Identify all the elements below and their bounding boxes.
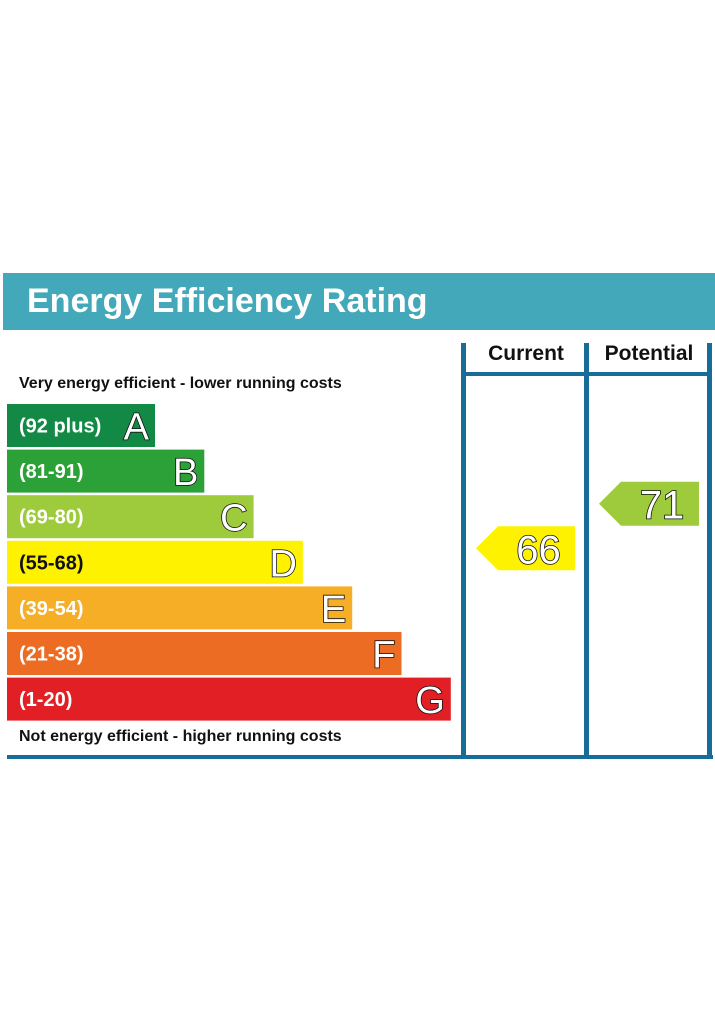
frame-divider-middle: [584, 343, 589, 757]
band-letter-d: D: [269, 543, 296, 585]
frame-divider-right: [707, 343, 712, 757]
frame-header-line: [461, 372, 712, 376]
band-range-f: (21-38): [19, 644, 83, 666]
band-letter-b: B: [173, 452, 198, 494]
potential-rating-value: 71: [640, 484, 685, 528]
potential-column-header: Potential: [604, 342, 694, 365]
band-bar-e: [7, 586, 353, 630]
band-letter-g: G: [415, 680, 445, 722]
band-range-c: (69-80): [19, 507, 83, 529]
band-letter-f: F: [372, 635, 395, 677]
band-bar-f: [7, 632, 402, 675]
frame-bottom-line: [7, 755, 713, 759]
band-bar-g: [7, 677, 451, 721]
band-range-e: (39-54): [19, 598, 83, 620]
band-letter-e: E: [321, 589, 346, 631]
potential-rating-arrow: [599, 481, 699, 526]
band-bar-a: [7, 404, 155, 447]
band-letter-a: A: [124, 407, 150, 449]
band-range-d: (55-68): [19, 552, 83, 574]
band-bar-c: [7, 495, 254, 539]
current-column-header: Current: [488, 342, 564, 365]
current-rating-arrow: [476, 526, 575, 571]
band-range-a: (92 plus): [19, 416, 101, 438]
band-range-b: (81-91): [19, 461, 83, 483]
band-bar-b: [7, 449, 205, 493]
page-title: Energy Efficiency Rating: [27, 282, 428, 320]
band-letter-c: C: [220, 498, 247, 540]
top-note: Very energy efficient - lower running co…: [19, 375, 342, 392]
bottom-note: Not energy efficient - higher running co…: [19, 728, 342, 745]
band-range-g: (1-20): [19, 689, 72, 711]
header-bar: Energy Efficiency Rating: [3, 273, 715, 330]
band-bar-d: [7, 540, 303, 584]
frame-divider-left: [461, 343, 466, 757]
current-rating-value: 66: [516, 528, 561, 572]
